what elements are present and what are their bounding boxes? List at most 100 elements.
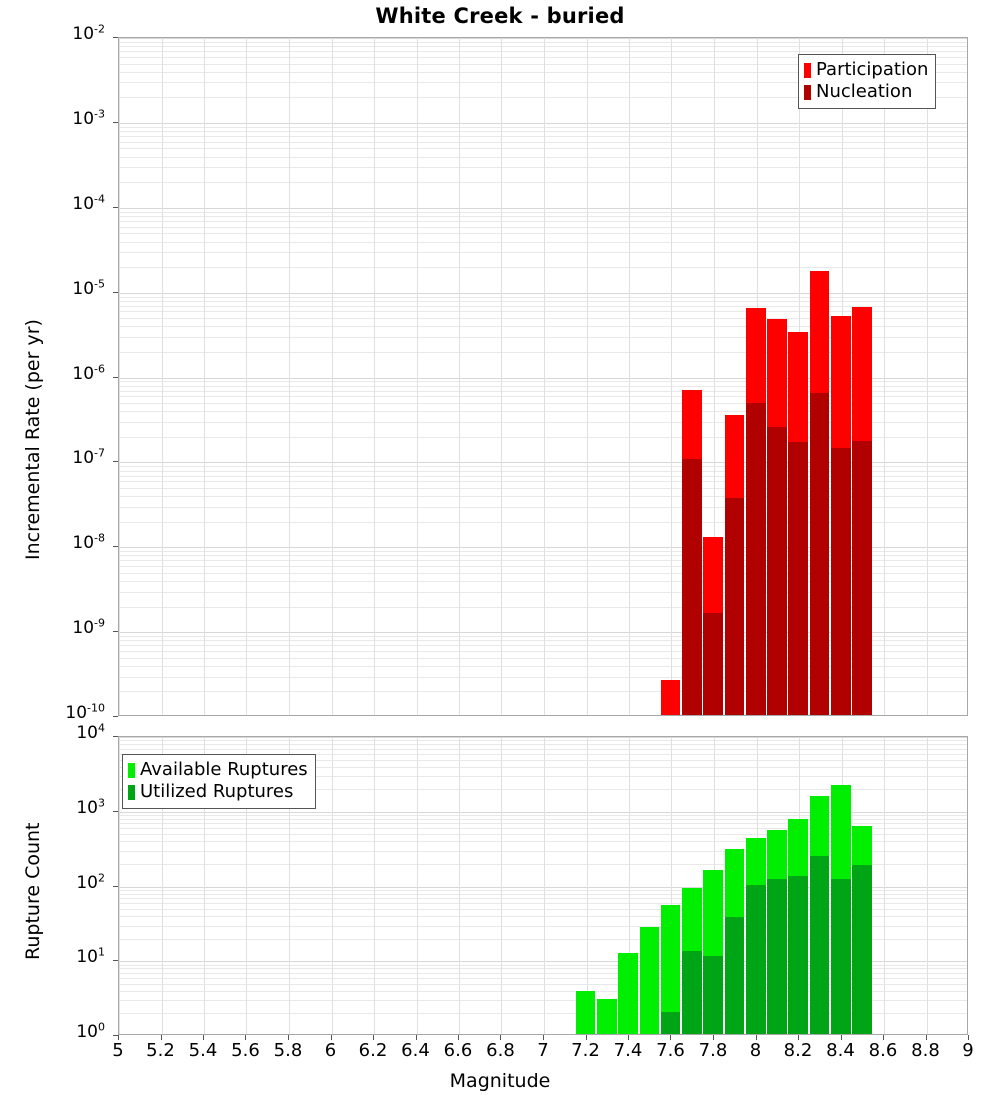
gridline-horizontal <box>119 789 967 790</box>
legend-item-participation: Participation <box>804 59 928 81</box>
gridline-horizontal <box>119 581 967 582</box>
y-tick: 10-8 <box>0 531 114 554</box>
bar-utilized-ruptures <box>830 878 851 1034</box>
gridline-horizontal <box>119 1013 967 1014</box>
gridline-horizontal <box>119 182 967 183</box>
gridline-horizontal <box>119 38 967 39</box>
y-tick-mark <box>113 377 118 378</box>
y-tick-label: 10-6 <box>72 361 105 384</box>
gridline-vertical <box>501 737 502 1034</box>
gridline-horizontal <box>119 737 967 738</box>
x-tick-mark <box>373 1035 374 1040</box>
legend-swatch-utilized <box>128 784 135 800</box>
gridline-horizontal <box>119 984 967 985</box>
gridline-horizontal <box>119 841 967 842</box>
x-tick-mark <box>756 1035 757 1040</box>
y-tick-label: 101 <box>76 945 105 968</box>
gridline-horizontal <box>119 46 967 47</box>
bar-available-ruptures <box>660 905 681 1034</box>
gridline-horizontal <box>119 422 967 423</box>
bar-available-ruptures <box>575 990 596 1034</box>
gridline-vertical <box>289 38 290 715</box>
gridline-horizontal <box>119 677 967 678</box>
gridline-horizontal <box>119 411 967 412</box>
gridline-horizontal <box>119 740 967 741</box>
gridline-horizontal <box>119 148 967 149</box>
gridline-vertical <box>629 38 630 715</box>
x-tick-mark <box>458 1035 459 1040</box>
gridline-horizontal <box>119 386 967 387</box>
y-tick-mark <box>113 811 118 812</box>
gridline-horizontal <box>119 864 967 865</box>
y-tick-mark <box>113 736 118 737</box>
gridline-horizontal <box>119 898 967 899</box>
x-tick-mark <box>543 1035 544 1040</box>
gridline-horizontal <box>119 208 967 209</box>
x-tick-mark <box>798 1035 799 1040</box>
gridline-vertical <box>544 38 545 715</box>
gridline-vertical <box>671 38 672 715</box>
gridline-horizontal <box>119 403 967 404</box>
bar-available-ruptures <box>639 927 660 1034</box>
gridline-vertical <box>162 737 163 1034</box>
bar-nucleation <box>724 498 745 715</box>
legend-label-participation: Participation <box>816 59 929 80</box>
gridline-horizontal <box>119 337 967 338</box>
bar-utilized-ruptures <box>745 885 766 1034</box>
gridline-horizontal <box>119 522 967 523</box>
bar-nucleation <box>767 426 787 715</box>
gridline-horizontal <box>119 819 967 820</box>
gridline-horizontal <box>119 991 967 992</box>
x-tick-mark <box>586 1035 587 1040</box>
y-tick-label: 103 <box>76 796 105 818</box>
gridline-horizontal <box>119 645 967 646</box>
y-tick-label: 100 <box>76 1020 105 1042</box>
gridline-horizontal <box>119 326 967 327</box>
gridline-horizontal <box>119 391 967 392</box>
gridline-horizontal <box>119 72 967 73</box>
y-tick-label: 10-8 <box>72 531 105 554</box>
y-tick-label: 10-3 <box>72 107 105 129</box>
gridline-horizontal <box>119 1000 967 1001</box>
gridline-horizontal <box>119 828 967 829</box>
x-tick-label: 6.8 <box>486 1040 515 1061</box>
gridline-horizontal <box>119 968 967 969</box>
y-tick: 10-5 <box>0 278 114 298</box>
gridline-horizontal <box>119 760 967 761</box>
x-tick-mark <box>713 1035 714 1040</box>
x-tick-mark <box>500 1035 501 1040</box>
gridline-horizontal <box>119 252 967 253</box>
gridline-horizontal <box>119 293 967 294</box>
gridline-vertical <box>246 38 247 715</box>
bar-nucleation <box>830 448 851 715</box>
y-tick: 104 <box>0 722 114 742</box>
gridline-vertical <box>501 38 502 715</box>
y-tick-mark <box>113 37 118 38</box>
y-tick: 100 <box>0 1020 114 1042</box>
gridline-vertical <box>417 38 418 715</box>
gridline-vertical <box>162 38 163 715</box>
gridline-horizontal <box>119 973 967 974</box>
gridline-horizontal <box>119 666 967 667</box>
gridline-horizontal <box>119 488 967 489</box>
y-tick: 10-2 <box>0 23 114 43</box>
bar-utilized-ruptures <box>682 950 702 1034</box>
gridline-horizontal <box>119 221 967 222</box>
x-axis-label: Magnitude <box>449 1070 551 1092</box>
gridline-horizontal <box>119 496 967 497</box>
gridline-horizontal <box>119 640 967 641</box>
gridline-horizontal <box>119 978 967 979</box>
y-tick: 10-4 <box>0 192 114 214</box>
x-tick-label: 5.6 <box>231 1040 260 1061</box>
y-tick-label: 10-4 <box>72 192 105 214</box>
x-tick-mark <box>161 1035 162 1040</box>
gridline-horizontal <box>119 216 967 217</box>
y-tick: 103 <box>0 796 114 818</box>
gridline-horizontal <box>119 776 967 777</box>
bars-rupture-count <box>119 737 967 1034</box>
bar-nucleation <box>788 441 809 715</box>
x-tick-label: 5.8 <box>273 1040 303 1061</box>
x-tick-mark <box>203 1035 204 1040</box>
gridline-vertical <box>459 737 460 1034</box>
gridline-horizontal <box>119 573 967 574</box>
